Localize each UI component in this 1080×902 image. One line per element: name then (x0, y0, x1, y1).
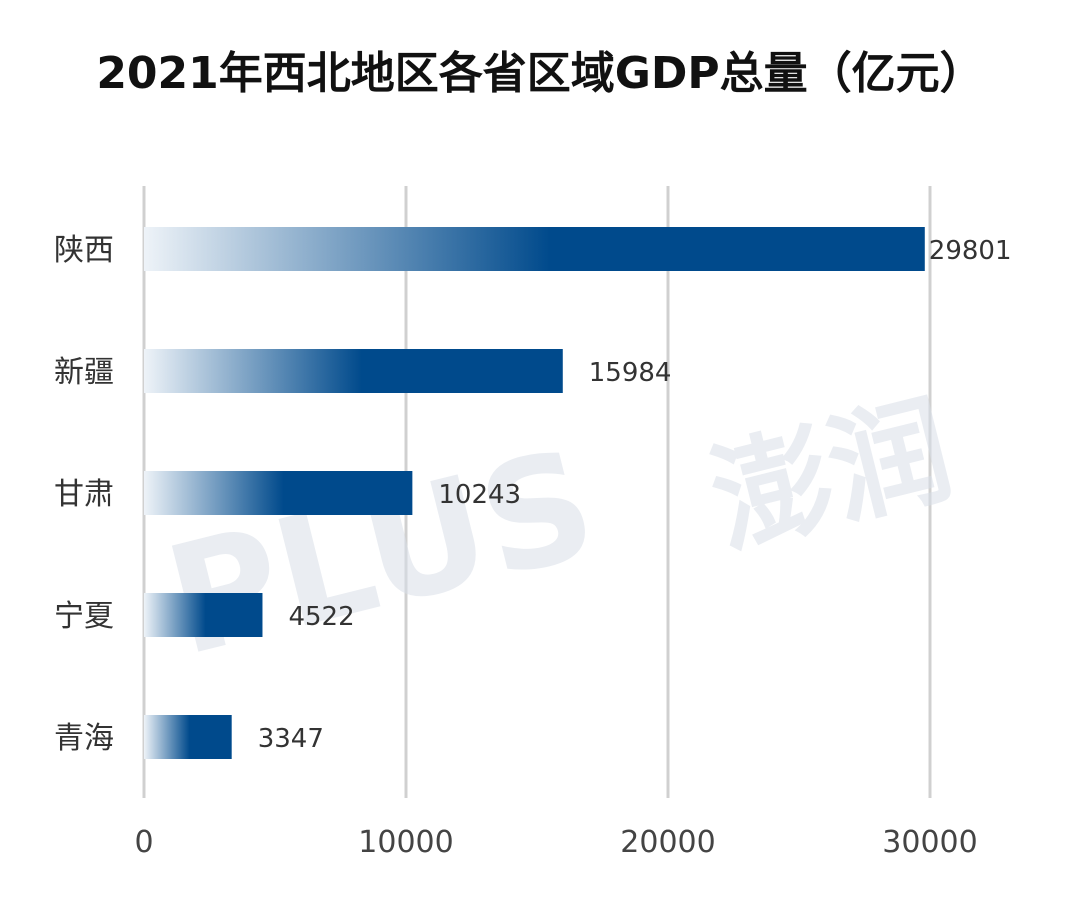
bar-陕西 (144, 227, 925, 271)
watermark-latin: PLUS (152, 417, 611, 690)
bar-青海 (144, 715, 232, 759)
bars (144, 227, 925, 759)
category-label: 宁夏 (54, 599, 114, 634)
data-label: 10243 (438, 480, 521, 510)
category-label: 青海 (54, 721, 114, 756)
x-tick-label: 10000 (358, 825, 453, 860)
value-labels: 29801 15984 10243 4522 3347 (258, 236, 1012, 754)
data-label: 3347 (258, 724, 324, 754)
x-tick-label: 20000 (620, 825, 715, 860)
bar-甘肃 (144, 471, 413, 515)
data-label: 4522 (288, 602, 354, 632)
x-tick-label: 30000 (882, 825, 977, 860)
bar-宁夏 (144, 593, 263, 637)
x-axis-ticks: 0 10000 20000 30000 (134, 825, 977, 860)
watermark-chinese: 澎润 (698, 380, 964, 573)
data-label: 15984 (589, 358, 672, 388)
category-label: 陕西 (54, 233, 114, 268)
x-tick-label: 0 (134, 825, 153, 860)
bar-新疆 (144, 349, 563, 393)
category-label: 甘肃 (54, 477, 114, 512)
category-label: 新疆 (54, 355, 114, 390)
chart-title: 2021年西北地区各省区域GDP总量（亿元） (96, 48, 983, 99)
watermark: PLUS 澎润 (152, 380, 965, 690)
data-label: 29801 (929, 236, 1012, 266)
